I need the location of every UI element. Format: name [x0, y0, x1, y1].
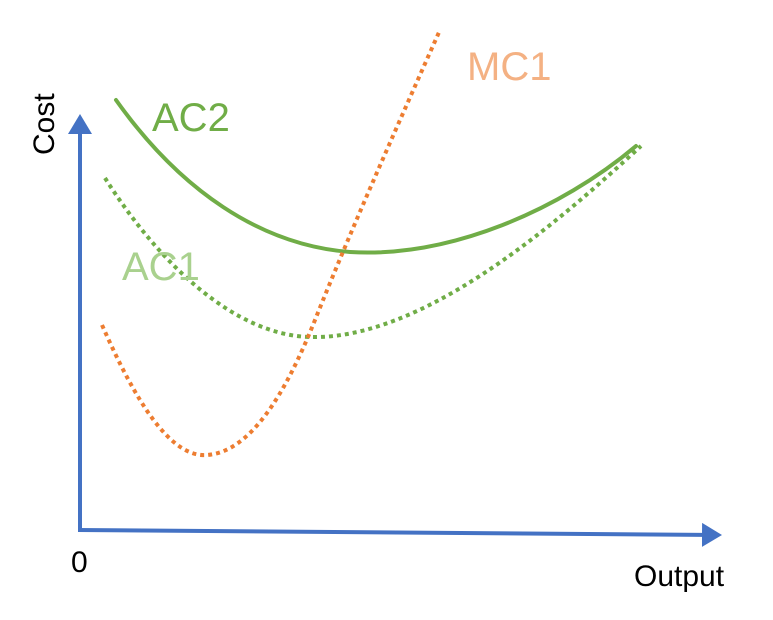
ac1-label: AC1: [122, 245, 200, 289]
ac2-label: AC2: [152, 96, 230, 140]
ac2-curve: [114, 98, 638, 255]
origin-label: 0: [71, 546, 88, 579]
y-axis-label: Cost: [28, 93, 61, 155]
x-axis-label: Output: [634, 560, 725, 593]
x-axis: [77, 522, 722, 547]
mc1-curve: [100, 29, 442, 458]
mc1-label: MC1: [467, 45, 552, 89]
ac1-curve: [103, 144, 643, 340]
